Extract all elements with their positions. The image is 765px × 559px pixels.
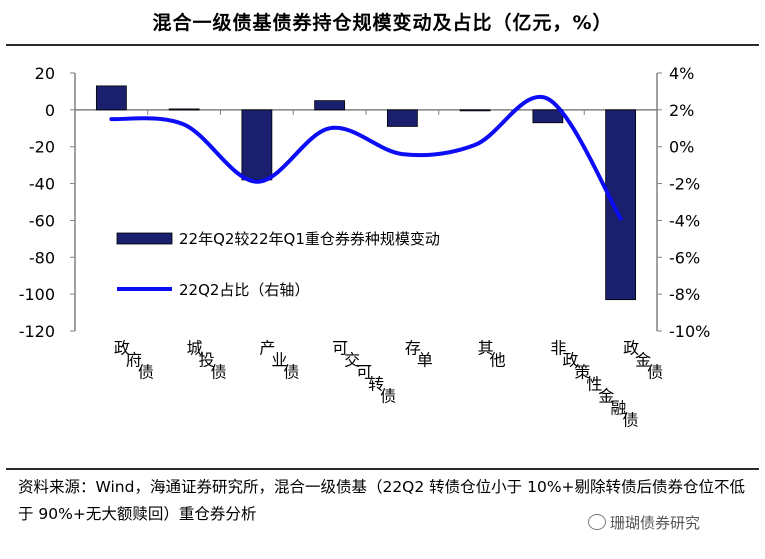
category-label: 存单 [405, 338, 433, 369]
category-label-char: 非 [550, 338, 566, 357]
right-tick-label: 4% [669, 64, 694, 83]
right-tick-label: 2% [669, 101, 694, 120]
category-label: 政金债 [623, 338, 663, 382]
category-label-char: 债 [622, 411, 638, 430]
right-tick-label: 0% [669, 138, 694, 157]
category-label-char: 其 [478, 338, 494, 357]
category-label-char: 金 [598, 387, 614, 406]
right-tick-label: -10% [669, 322, 710, 341]
category-label-char: 性 [586, 375, 602, 394]
title-divider [6, 44, 759, 46]
category-label-char: 融 [610, 399, 626, 418]
bar [386, 109, 418, 127]
category-label: 产业债 [259, 338, 299, 382]
category-label-char: 政 [623, 338, 639, 357]
category-label-char: 府 [126, 350, 142, 369]
left-tick-label: -120 [19, 322, 55, 341]
category-label-char: 他 [490, 350, 506, 369]
category-label-char: 可 [356, 363, 372, 382]
category-label-char: 债 [647, 363, 663, 382]
bar [314, 100, 346, 111]
category-label-char: 债 [211, 363, 227, 382]
category-label-char: 单 [417, 350, 433, 369]
category-label-char: 债 [283, 363, 299, 382]
source-divider [6, 468, 759, 470]
legend-label-line: 22Q2占比（右轴） [179, 281, 309, 299]
right-tick-label: -6% [669, 248, 700, 267]
left-tick-label: -20 [29, 138, 55, 157]
category-label-char: 产 [259, 338, 275, 357]
left-tick-label: 20 [35, 64, 55, 83]
category-label-char: 可 [332, 338, 348, 357]
chart-title: 混合一级债基债券持仓规模变动及占比（亿元，%） [152, 12, 613, 34]
left-tick-label: -80 [29, 248, 55, 267]
bar [459, 109, 491, 112]
category-label-char: 政 [114, 338, 130, 357]
category-label: 其他 [478, 338, 506, 369]
left-tick-label: -60 [29, 211, 55, 230]
category-label-char: 策 [574, 363, 590, 382]
bar [168, 108, 200, 111]
category-label-char: 业 [271, 350, 287, 369]
left-tick-label: -40 [29, 175, 55, 194]
category-label: 政府债 [114, 338, 154, 382]
legend-swatch-bar [116, 232, 173, 245]
source-note: 资料来源：Wind，海通证券研究所，混合一级债基（22Q2 转债仓位小于 10%… [18, 478, 746, 523]
category-label-char: 交 [344, 350, 360, 369]
category-label-char: 转 [368, 375, 384, 394]
left-tick-label: -100 [19, 285, 55, 304]
category-label-char: 城 [187, 338, 203, 357]
category-label-char: 金 [635, 350, 651, 369]
wechat-icon [588, 514, 606, 530]
category-label-char: 存 [405, 338, 421, 357]
watermark: 珊瑚债券研究 [588, 512, 700, 533]
right-tick-label: -8% [669, 285, 700, 304]
category-label-char: 政 [562, 350, 578, 369]
right-tick-label: -2% [669, 175, 700, 194]
category-label-char: 债 [380, 387, 396, 406]
category-label-char: 投 [199, 350, 215, 369]
series-line-share [109, 94, 623, 221]
left-tick-label: 0 [45, 101, 55, 120]
bar [605, 109, 637, 301]
bar [241, 109, 273, 181]
chart-area: 20 0 -20 -40 -60 -80 -100 -120 4% 2% 0% -2% -4% -6% -8… [19, 64, 711, 430]
right-tick-label: -4% [669, 211, 700, 230]
watermark-text: 珊瑚债券研究 [610, 514, 701, 532]
bar [95, 85, 127, 111]
bar [532, 109, 564, 124]
legend-label-bar: 22年Q2较22年Q1重仓券券种规模变动 [179, 230, 440, 248]
category-label: 城投债 [187, 338, 227, 382]
category-label-char: 债 [138, 363, 154, 382]
